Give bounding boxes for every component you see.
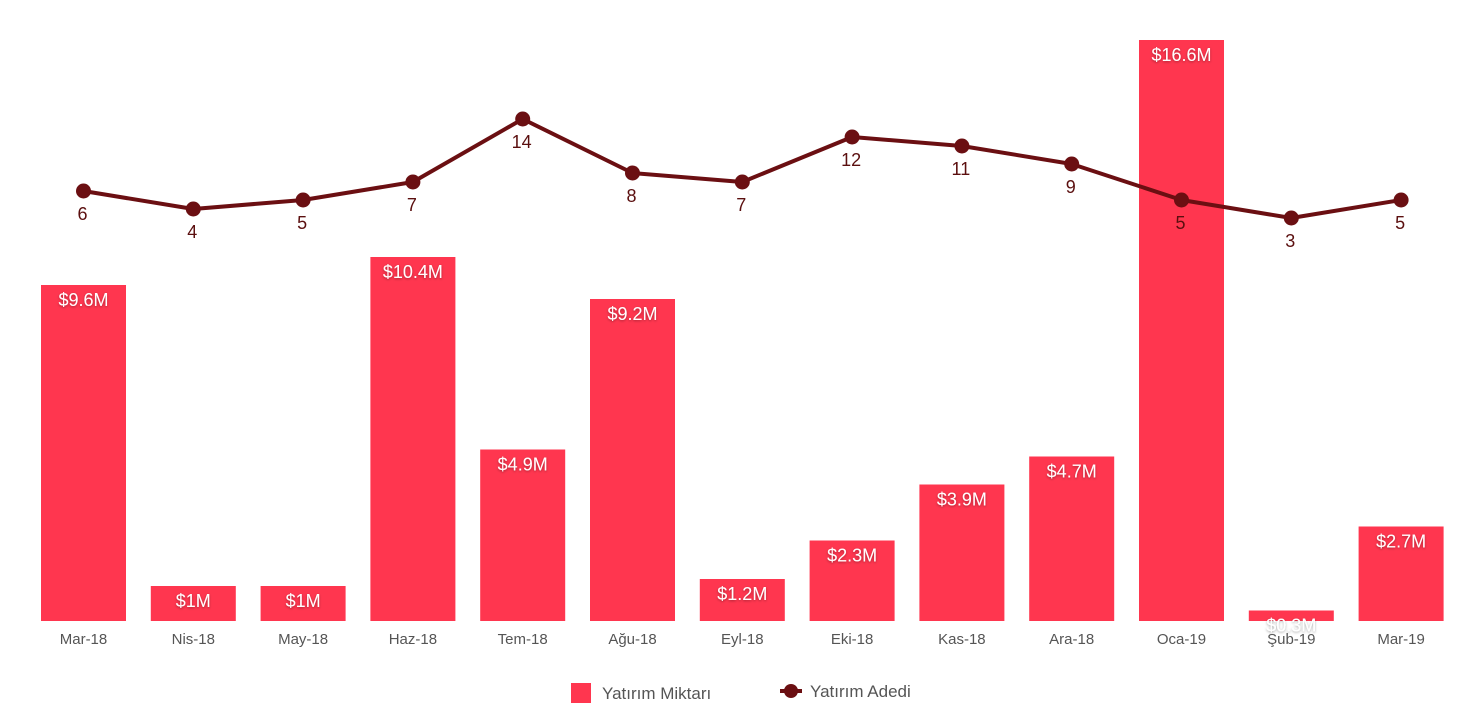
x-tick-label: Şub-19 xyxy=(1267,631,1315,648)
bar-value-label: $0.3M xyxy=(1266,616,1316,636)
bar-value-label: $16.6M xyxy=(1151,45,1211,65)
legend-swatch-bar xyxy=(571,683,591,703)
legend: Yatırım Miktarı Yatırım Adedi xyxy=(571,682,911,703)
bar-kas-18 xyxy=(919,484,1005,621)
line-value-label: 11 xyxy=(952,159,971,179)
bar-eyl-18 xyxy=(699,579,785,621)
line-point-eki-18 xyxy=(844,129,860,145)
bar-eki-18 xyxy=(809,540,895,621)
legend-label-line: Yatırım Adedi xyxy=(810,682,911,701)
bar-haz-18 xyxy=(370,257,456,621)
bar-ara-18 xyxy=(1029,456,1115,621)
bar-value-label: $2.3M xyxy=(827,546,877,566)
x-tick-label: Mar-19 xyxy=(1377,631,1425,648)
bar-value-label: $9.6M xyxy=(58,290,108,310)
line-point-şub-19 xyxy=(1283,210,1299,226)
line-point-tem-18 xyxy=(515,111,531,127)
bar-oca-19 xyxy=(1139,40,1224,621)
line-point-mar-19 xyxy=(1393,192,1409,208)
line-value-label: 5 xyxy=(297,213,307,233)
bar-mar-19 xyxy=(1358,526,1444,621)
line-point-haz-18 xyxy=(405,174,421,190)
x-tick-label: Kas-18 xyxy=(938,631,986,648)
x-tick-label: Eki-18 xyxy=(831,631,874,648)
bar-value-label: $4.7M xyxy=(1047,462,1097,482)
x-tick-label: Mar-18 xyxy=(60,631,108,648)
bar-tem-18 xyxy=(480,449,566,621)
bar-value-label: $9.2M xyxy=(607,304,657,324)
line-value-label: 7 xyxy=(736,195,746,215)
x-tick-label: Haz-18 xyxy=(389,631,437,648)
bar-nis-18 xyxy=(150,586,236,621)
bar-mar-18 xyxy=(41,285,126,621)
line-value-label: 8 xyxy=(626,186,636,206)
x-tick-label: May-18 xyxy=(278,631,328,648)
x-tick-label: Eyl-18 xyxy=(721,631,764,648)
line-point-may-18 xyxy=(295,192,311,208)
line-value-label: 12 xyxy=(841,150,861,170)
x-tick-label: Ağu-18 xyxy=(608,631,656,648)
line-value-label: 14 xyxy=(512,132,532,152)
line-value-label: 5 xyxy=(1175,213,1185,233)
line-point-kas-18 xyxy=(954,138,970,154)
line-point-oca-19 xyxy=(1174,192,1189,208)
line-point-eyl-18 xyxy=(734,174,750,190)
line-value-label: 6 xyxy=(77,204,87,224)
bar-value-label: $1M xyxy=(286,591,321,611)
x-tick-label: Nis-18 xyxy=(172,631,215,648)
bar-value-label: $3.9M xyxy=(937,490,987,510)
x-axis-ticks: Mar-18 Nis-18 May-18 Haz-18 Tem-18 Ağu-18 Eyl-… xyxy=(60,631,1425,648)
line-value-label: 5 xyxy=(1395,213,1405,233)
bar-value-label: $1.2M xyxy=(717,584,767,604)
bar-value-label: $10.4M xyxy=(383,262,443,282)
legend-label-bar: Yatırım Miktarı xyxy=(602,684,711,703)
line-value-label: 4 xyxy=(187,222,197,242)
x-tick-label: Ara-18 xyxy=(1049,631,1094,648)
line-point-nis-18 xyxy=(185,201,201,217)
bar-may-18 xyxy=(260,586,346,621)
line-value-label: 9 xyxy=(1066,177,1076,197)
line-point-mar-18 xyxy=(76,183,91,199)
line-value-label: 7 xyxy=(407,195,417,215)
bar-value-label: $2.7M xyxy=(1376,532,1426,552)
line-value-label: 3 xyxy=(1285,231,1295,251)
line-point-ara-18 xyxy=(1064,156,1080,172)
bars-layer xyxy=(41,40,1444,621)
bar-ağu-18 xyxy=(590,299,675,621)
bar-şub-19 xyxy=(1248,610,1334,621)
bar-labels-layer: $9.6M $1M $1M $10.4M $4.9M $9.2M $1.2M $2.3M $3.… xyxy=(58,45,1426,636)
x-tick-label: Oca-19 xyxy=(1157,631,1206,648)
bar-value-label: $4.9M xyxy=(498,455,548,475)
legend-swatch-marker xyxy=(784,684,798,698)
bar-value-label: $1M xyxy=(176,591,211,611)
line-point-ağu-18 xyxy=(625,165,640,181)
x-tick-label: Tem-18 xyxy=(498,631,548,648)
line-layer: 6 4 5 7 14 8 7 12 11 9 5 3 5 xyxy=(76,111,1409,251)
